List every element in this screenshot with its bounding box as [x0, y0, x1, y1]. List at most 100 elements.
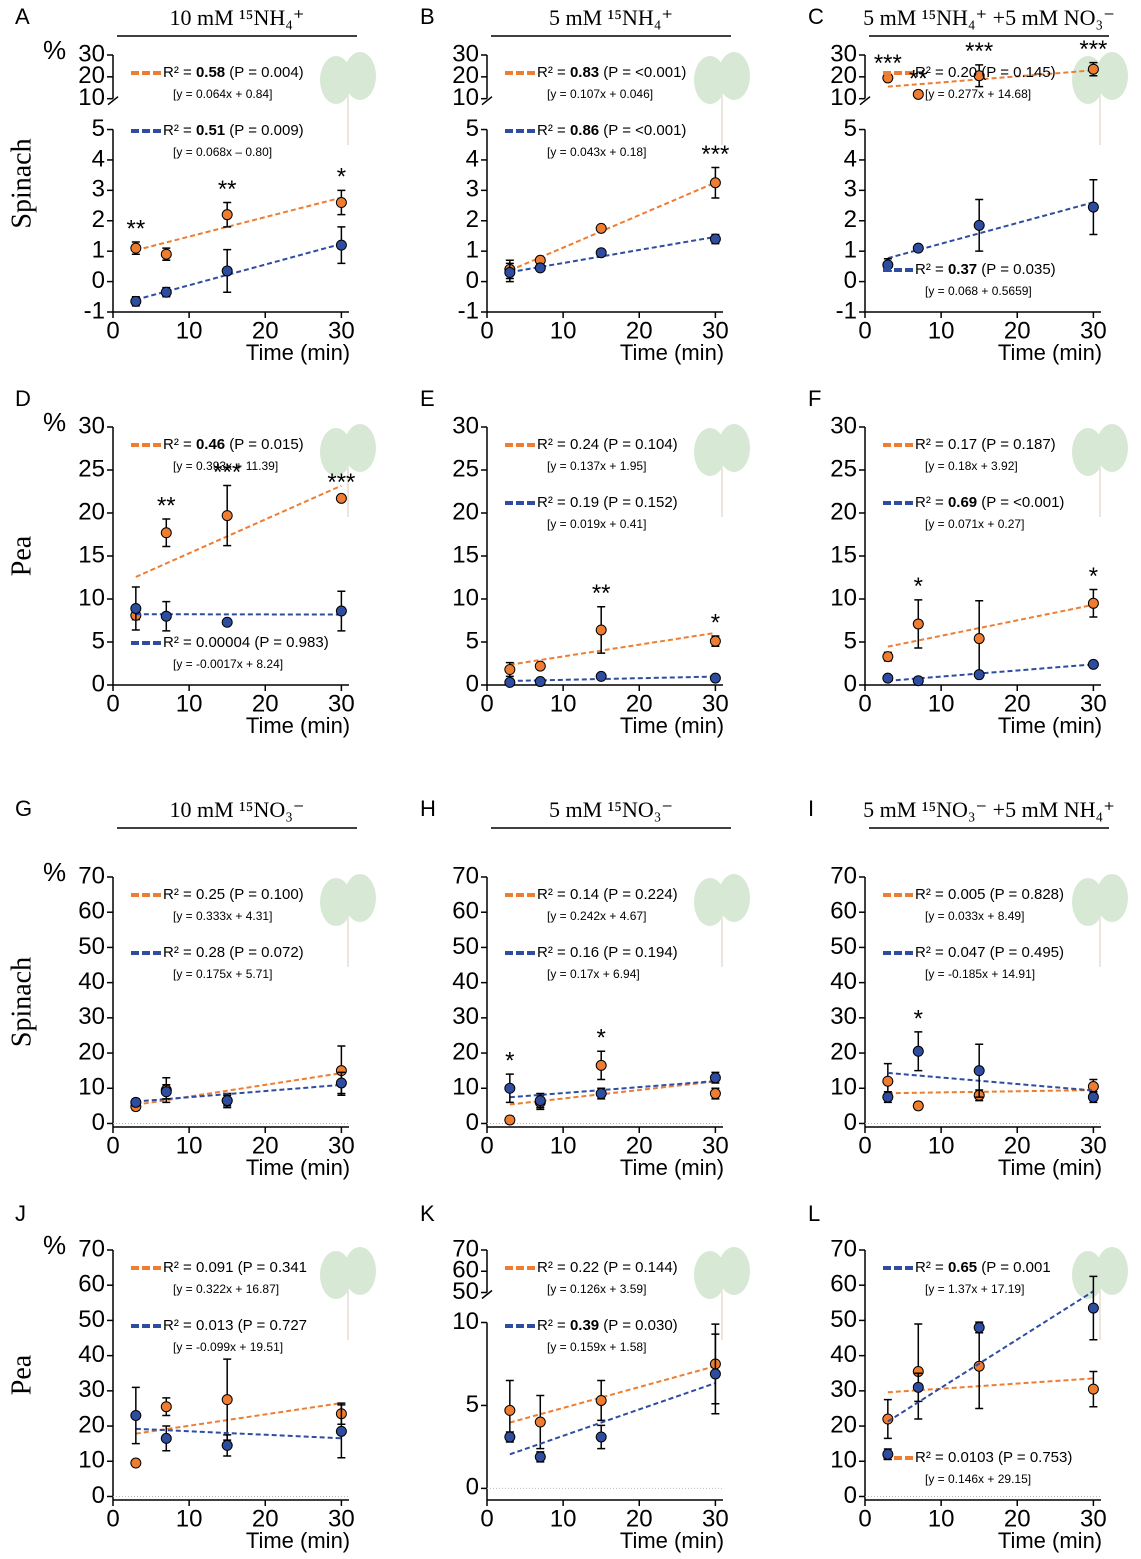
y-tick-label: 30 [452, 1003, 479, 1030]
leaf [1096, 874, 1128, 922]
row-label: Spinach [6, 957, 37, 1047]
y-tick-label: 70 [830, 1235, 857, 1262]
y-tick-label: 10 [78, 1447, 105, 1474]
data-point [596, 248, 606, 258]
legend-equation: [y = 0.068x – 0.80] [173, 145, 272, 159]
page: A10 mM ¹⁵NH₄⁺%Spinach-101234510203001020… [0, 0, 1141, 1559]
x-tick-label: 0 [106, 1132, 119, 1159]
y-tick-label: 40 [830, 968, 857, 995]
y-tick-label: 50 [78, 933, 105, 960]
data-point [913, 1046, 923, 1056]
y-tick-label: 70 [452, 1235, 479, 1262]
x-tick-label: 0 [858, 317, 871, 344]
legend-label: R² = 0.00004 (P = 0.983) [163, 634, 329, 651]
legend-part: R² = [537, 1317, 570, 1334]
figure: A10 mM ¹⁵NH₄⁺%Spinach-101234510203001020… [0, 0, 1141, 1559]
y-axis-label: % [43, 857, 66, 887]
legend-part: (P = 0.004) [225, 64, 304, 81]
legend-equation: [y = -0.099x + 19.51] [173, 1340, 283, 1354]
y-tick-label: 70 [78, 862, 105, 889]
legend-label: R² = 0.19 (P = 0.152) [537, 494, 678, 511]
legend-part: R² = [163, 436, 196, 453]
legend-label: R² = 0.047 (P = 0.495) [915, 944, 1064, 961]
y-tick-label: 4 [844, 145, 857, 172]
legend-part: R² = [537, 1259, 570, 1276]
legend-equation: [y = 0.242x + 4.67] [547, 909, 646, 923]
legend-part: 0.65 [948, 1259, 977, 1276]
panel-letter: L [808, 1201, 820, 1226]
y-tick-label: 10 [78, 1074, 105, 1101]
legend-part: R² = [915, 886, 948, 903]
legend-label: R² = 0.17 (P = 0.187) [915, 436, 1056, 453]
y-tick-label: 60 [78, 1271, 105, 1298]
data-point [222, 1440, 232, 1450]
legend-part: (P = 0.753) [994, 1449, 1073, 1466]
legend-label: R² = 0.25 (P = 0.100) [163, 886, 304, 903]
legend-label: R² = 0.091 (P = 0.341 [163, 1259, 307, 1276]
y-tick-label: 5 [466, 1391, 479, 1418]
fit-line [136, 198, 342, 251]
legend-part: R² = [163, 886, 196, 903]
legend-part: R² = [163, 64, 196, 81]
legend-part: (P = 0.030) [599, 1317, 678, 1334]
panel-letter: K [420, 1201, 435, 1226]
data-point [596, 1089, 606, 1099]
legend-equation: [y = 0.107x + 0.046] [547, 87, 653, 101]
panel-title: 10 mM ¹⁵NH₄⁺ [170, 5, 305, 30]
panel-letter: F [808, 386, 821, 411]
x-tick-label: 10 [928, 1132, 955, 1159]
data-point [131, 1097, 141, 1107]
legend-equation: [y = 0.18x + 3.92] [925, 459, 1018, 473]
significance-marker: ** [592, 580, 611, 607]
legend-equation: [y = 0.064x + 0.84] [173, 87, 272, 101]
y-tick-label: 0 [844, 670, 857, 697]
x-tick-label: 10 [176, 690, 203, 717]
legend-part: 0.047 [948, 944, 986, 961]
legend-part: (P = <0.001) [599, 64, 686, 81]
y-tick-label: 40 [452, 968, 479, 995]
data-point [710, 673, 720, 683]
panel-title: 5 mM ¹⁵NH₄⁺ +5 mM NO₃⁻ [863, 5, 1115, 30]
y-tick-label: 10 [830, 584, 857, 611]
significance-marker: * [597, 1025, 606, 1052]
y-tick-label: 2 [466, 206, 479, 233]
legend-label: R² = 0.65 (P = 0.001 [915, 1259, 1051, 1276]
legend-part: (P = 0.983) [250, 634, 329, 651]
significance-marker: * [505, 1048, 514, 1075]
y-tick-label: 60 [78, 898, 105, 925]
data-point [161, 1087, 171, 1097]
data-point [161, 287, 171, 297]
legend-part: R² = [915, 261, 948, 278]
data-point [596, 1432, 606, 1442]
legend-equation: [y = 1.37x + 17.19] [925, 1282, 1024, 1296]
data-point [131, 1458, 141, 1468]
legend-equation: [y = 0.175x + 5.71] [173, 967, 272, 981]
x-axis-label: Time (min) [998, 713, 1102, 738]
data-point [710, 1089, 720, 1099]
y-tick-label: 20 [830, 498, 857, 525]
data-point [535, 1452, 545, 1462]
data-point [161, 1402, 171, 1412]
legend-part: (P = 0.495) [985, 944, 1064, 961]
legend-part: 0.22 [570, 1259, 599, 1276]
data-point [974, 670, 984, 680]
legend-part: (P = 0.224) [599, 886, 678, 903]
legend-equation: [y = -0.0017x + 8.24] [173, 657, 283, 671]
panel-title: 5 mM ¹⁵NO₃⁻ +5 mM NH₄⁺ [863, 797, 1115, 822]
significance-marker: *** [213, 459, 241, 486]
significance-marker: * [914, 1005, 923, 1032]
data-point [883, 1449, 893, 1459]
data-point [1088, 1092, 1098, 1102]
data-point [883, 1076, 893, 1086]
legend-label: R² = 0.58 (P = 0.004) [163, 64, 304, 81]
x-tick-label: 10 [550, 1505, 577, 1532]
significance-marker: ** [126, 215, 145, 242]
y-tick-label: 30 [78, 40, 105, 67]
y-tick-label: 0 [92, 1109, 105, 1136]
data-point [505, 665, 515, 675]
legend-label: R² = 0.51 (P = 0.009) [163, 122, 304, 139]
legend-part: 0.51 [196, 122, 225, 139]
legend-part: (P = 0.035) [977, 261, 1056, 278]
data-point [883, 652, 893, 662]
row-label: Spinach [6, 138, 37, 228]
